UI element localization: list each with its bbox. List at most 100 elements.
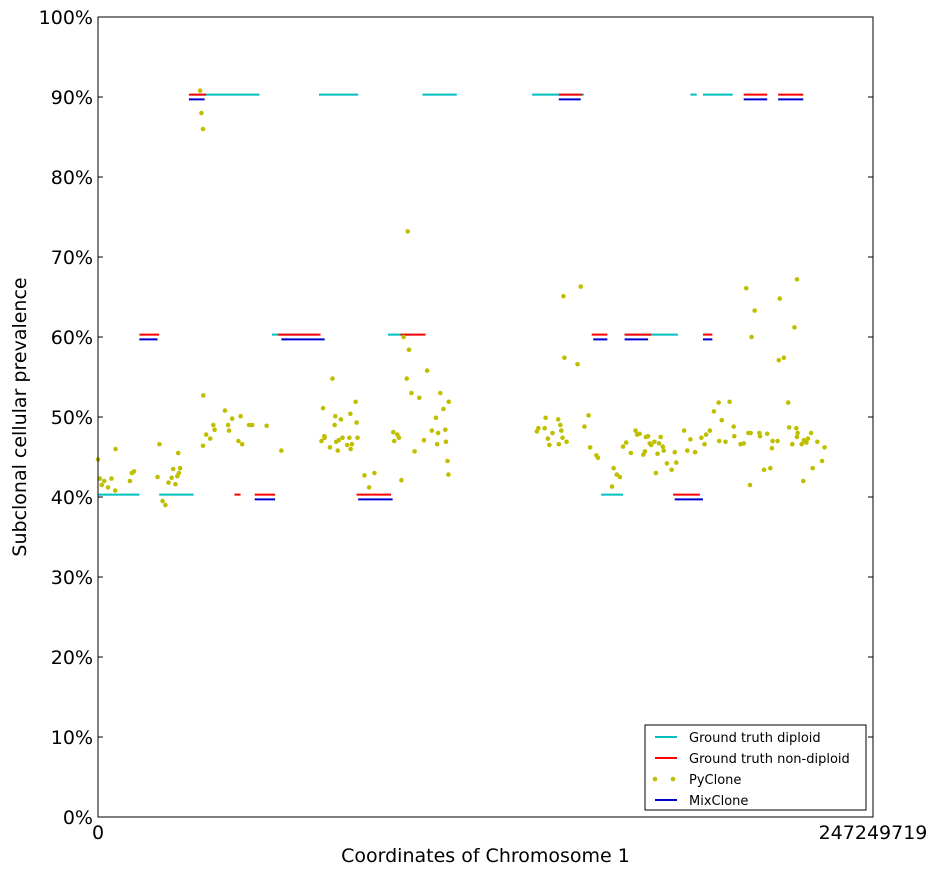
pyclone-point [405, 229, 410, 234]
pyclone-point [656, 441, 662, 446]
pyclone-point [719, 417, 725, 423]
pyclone-point [558, 422, 563, 428]
pyclone-point [112, 488, 118, 493]
pyclone-point [558, 428, 564, 433]
legend-pyclone-label: PyClone [689, 773, 741, 788]
pyclone-point [238, 413, 243, 419]
pyclone-point [330, 376, 335, 381]
pyclone-point [349, 441, 355, 447]
pyclone-point [792, 325, 797, 330]
pyclone-point [347, 435, 352, 441]
legend-ground-truth-non-diploid-label: Ground truth non-diploid [689, 752, 850, 767]
pyclone-point [264, 423, 269, 429]
pyclone-point [637, 431, 642, 437]
pyclone-point [732, 433, 737, 439]
pyclone-point [777, 296, 783, 301]
pyclone-point [416, 395, 422, 401]
pyclone-point [200, 126, 206, 132]
pyclone-point [609, 484, 615, 489]
pyclone-point [131, 469, 137, 474]
pyclone-point [547, 442, 552, 448]
pyclone-point [684, 448, 690, 453]
pyclone-point [211, 422, 216, 428]
pyclone-point [177, 465, 183, 471]
pyclone-point [229, 416, 235, 421]
pyclone-point [785, 400, 791, 405]
y-tick-label: 90% [51, 87, 93, 109]
pyclone-point [731, 424, 736, 429]
pyclone-point [173, 481, 178, 487]
legend-ground-truth-diploid-label: Ground truth diploid [689, 731, 821, 746]
y-axis-title: Subclonal cellular prevalence [9, 277, 31, 556]
pyclone-point [332, 413, 338, 419]
y-tick-label: 40% [51, 487, 93, 509]
pyclone-point [776, 357, 782, 363]
pyclone-point [681, 428, 687, 433]
pyclone-point [199, 110, 204, 116]
pyclone-point [322, 435, 327, 441]
pyclone-point [396, 435, 402, 441]
pyclone-point [226, 428, 232, 433]
y-tick-label: 60% [51, 327, 93, 349]
pyclone-point [105, 485, 111, 490]
pyclone-point [804, 440, 809, 445]
pyclone-point [564, 439, 569, 445]
pyclone-point [764, 431, 770, 437]
pyclone-point [810, 465, 815, 471]
pyclone-point [169, 475, 174, 481]
pyclone-point [562, 355, 567, 361]
pyclone-point [669, 467, 674, 473]
y-tick-label: 50% [51, 407, 93, 429]
x-tick-label: 0 [92, 822, 104, 844]
pyclone-point [786, 425, 792, 430]
pyclone-point [658, 434, 663, 440]
pyclone-point [761, 467, 767, 473]
pyclone-point [770, 438, 775, 444]
pyclone-point [437, 390, 443, 396]
pyclone-point [757, 433, 763, 439]
pyclone-point [769, 445, 775, 451]
pyclone-point [327, 445, 333, 450]
pyclone-point [661, 448, 667, 453]
pyclone-point [582, 424, 587, 429]
legend: Ground truth diploid Ground truth non-dip… [644, 724, 867, 811]
pyclone-point [279, 448, 284, 453]
pyclone-point [611, 465, 616, 471]
pyclone-point [354, 420, 359, 425]
pyclone-point [366, 485, 372, 490]
pyclone-point [127, 478, 133, 484]
pyclone-point [542, 425, 547, 431]
pyclone-point [429, 428, 435, 433]
pyclone-point [446, 399, 452, 405]
pyclone-point [752, 308, 757, 313]
pyclone-point [401, 334, 406, 340]
pyclone-point [340, 435, 345, 441]
pyclone-point [99, 482, 105, 488]
pyclone-point [595, 455, 601, 461]
pyclone-point [157, 441, 162, 447]
pyclone-point [655, 451, 660, 457]
x-tick-label: 247249719 [819, 822, 928, 844]
pyclone-point [236, 438, 241, 444]
pyclone-point [805, 436, 811, 441]
legend-box [644, 724, 867, 811]
pyclone-point [421, 437, 427, 443]
pyclone-point [815, 439, 820, 445]
pyclone-point [808, 430, 814, 436]
pyclone-point [768, 465, 773, 471]
pyclone-point [435, 430, 441, 436]
pyclone-point [653, 470, 659, 476]
pyclone-point [664, 461, 670, 466]
y-tick-label: 0% [63, 807, 93, 829]
pyclone-point [587, 445, 593, 450]
pyclone-point [727, 399, 732, 405]
pyclone-point [578, 284, 584, 289]
pyclone-point [775, 438, 780, 444]
pyclone-point [412, 449, 417, 454]
pyclone-point [399, 477, 404, 483]
pyclone-point [555, 417, 561, 422]
pyclone-point [239, 441, 245, 447]
pyclone-point [203, 432, 209, 437]
y-tick-label: 70% [51, 247, 93, 269]
pyclone-point [344, 442, 350, 448]
